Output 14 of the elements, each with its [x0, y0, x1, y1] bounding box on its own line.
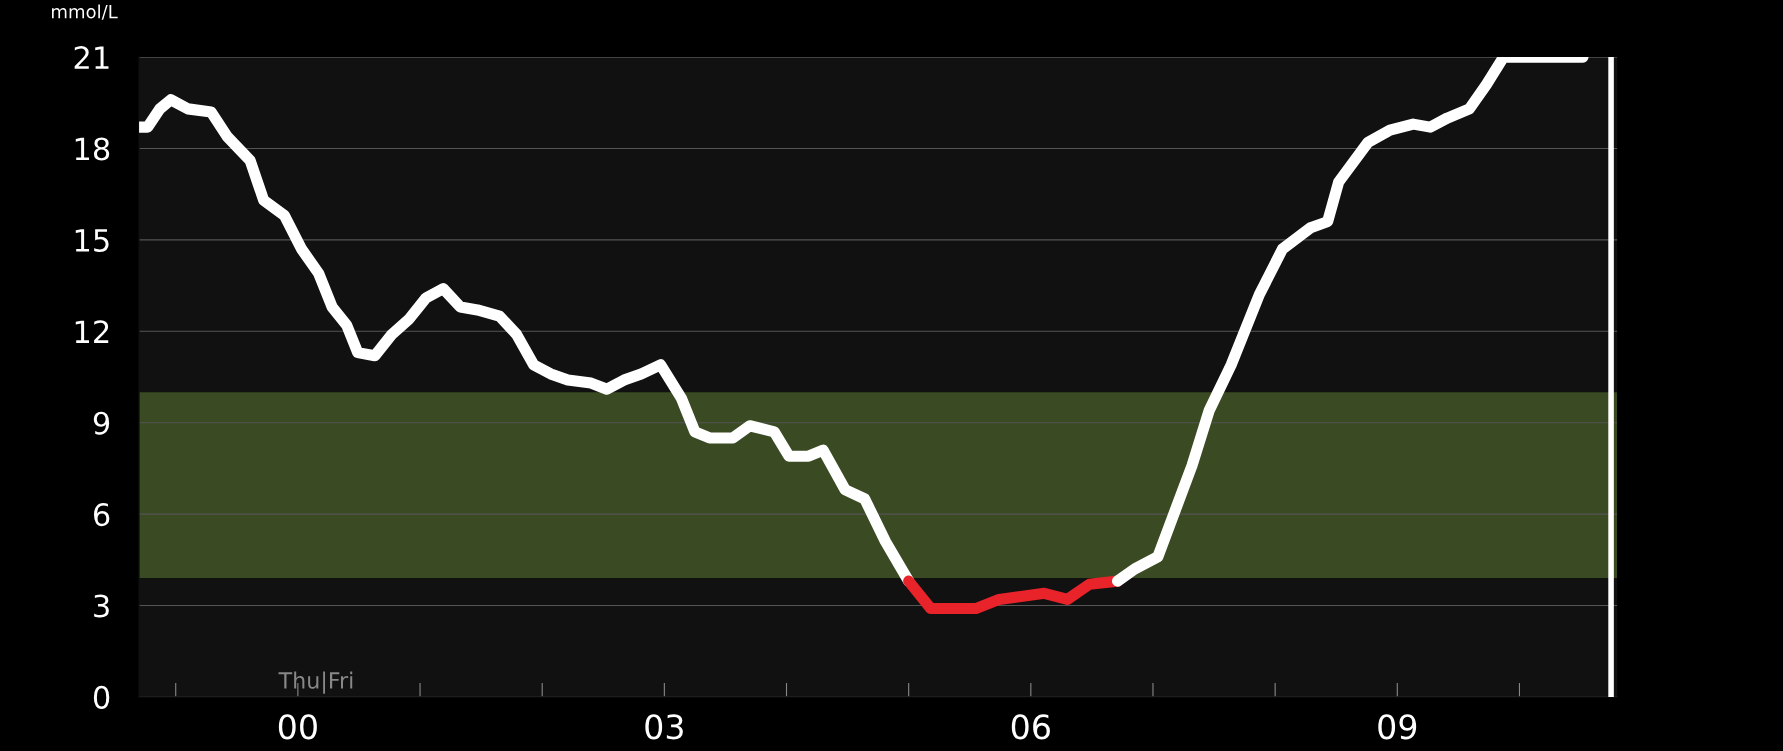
annotation: Thu|Fri [278, 671, 353, 694]
x-tick-label: 03 [645, 714, 683, 740]
y-tick-label: 12 [75, 320, 109, 343]
y-tick-label: 21 [74, 46, 109, 69]
y-tick-label: 15 [75, 229, 109, 252]
y-tick-label: 6 [93, 503, 110, 527]
x-tick-label: 00 [278, 714, 317, 740]
x-tick-label: 06 [1011, 714, 1050, 740]
x-tick-label: 09 [1378, 714, 1417, 740]
y-tick-label: 3 [94, 594, 109, 618]
y-tick-label: 0 [93, 685, 110, 709]
y-tick-label: 9 [93, 411, 110, 435]
y-tick-label: 18 [75, 137, 110, 161]
y-axis-title: mmol/L [52, 4, 118, 20]
